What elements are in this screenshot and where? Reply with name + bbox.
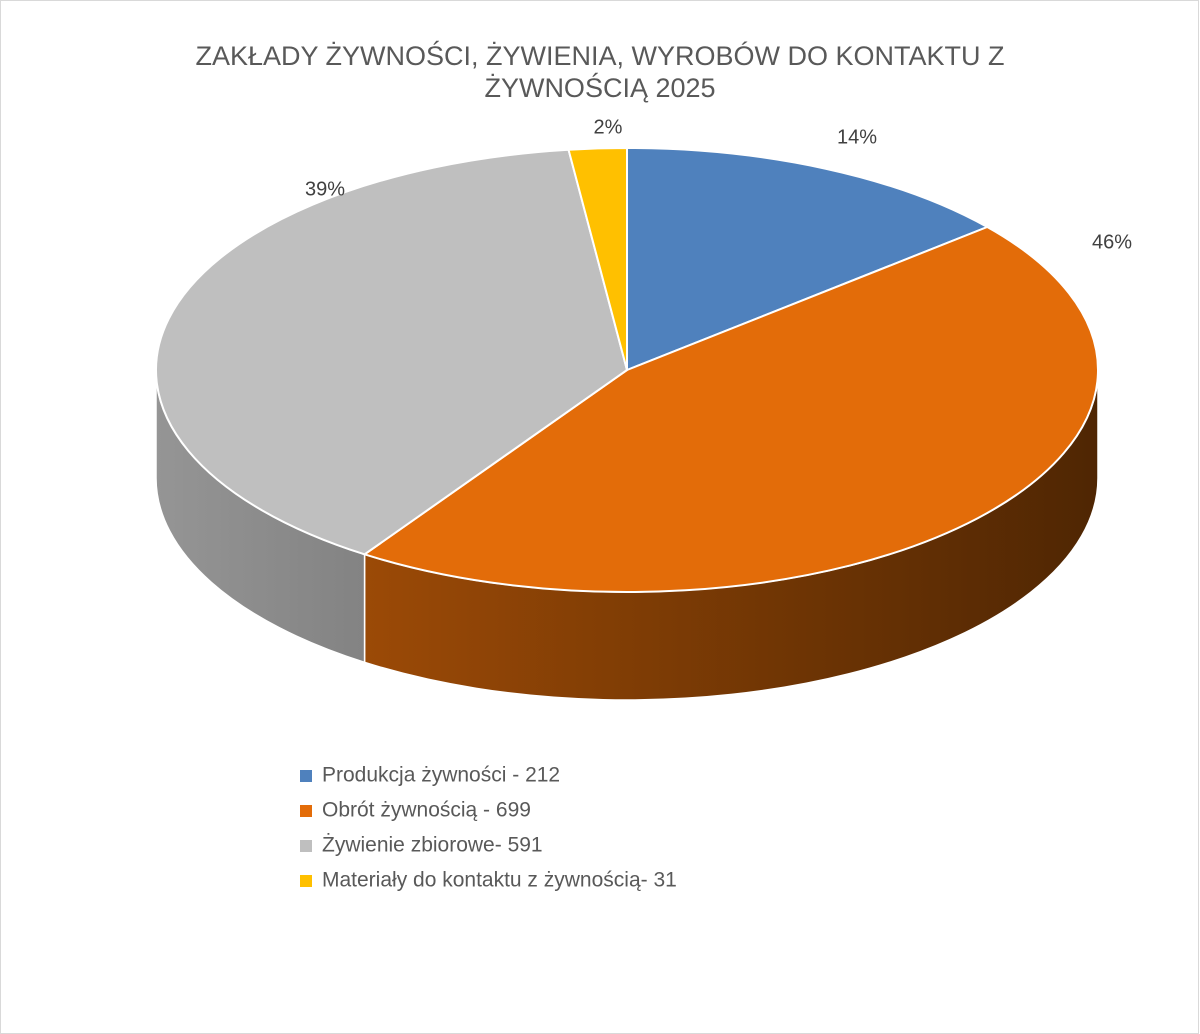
pie-slice: [626, 146, 990, 372]
data-label: 46%: [1092, 231, 1132, 253]
legend-swatch: [300, 805, 312, 817]
data-label: 39%: [305, 178, 345, 200]
legend-swatch: [300, 770, 312, 782]
pie-slice: [362, 225, 1099, 593]
data-label: 14%: [837, 126, 877, 148]
chart-title: ZAKŁADY ŻYWNOŚCI, ŻYWIENIA, WYROBÓW DO K…: [195, 41, 1005, 103]
legend-label: Obrót żywnością - 699: [322, 799, 531, 822]
pie-slice: [155, 148, 629, 556]
legend-label: Produkcja żywności - 212: [322, 764, 560, 787]
legend-swatch: [300, 875, 312, 887]
legend-label: Materiały do kontaktu z żywnością- 31: [322, 869, 677, 892]
legend-label: Żywienie zbiorowe- 591: [322, 834, 543, 857]
legend-swatch: [300, 840, 312, 852]
data-label: 2%: [594, 116, 623, 138]
pie-slice: [567, 146, 628, 371]
